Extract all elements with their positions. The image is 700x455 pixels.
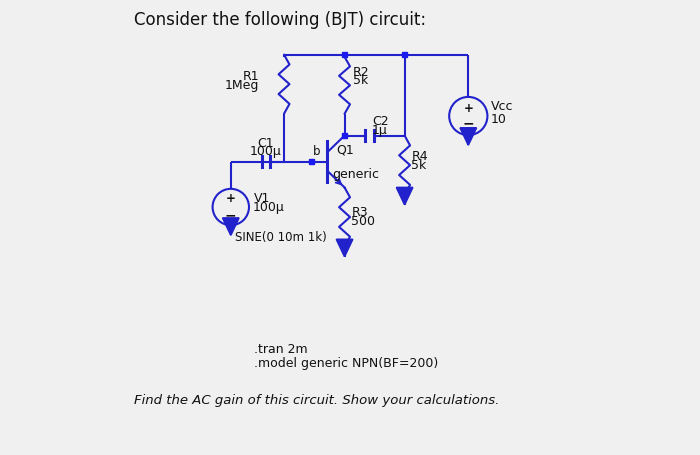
Bar bbox=[342, 52, 346, 57]
Text: Q1: Q1 bbox=[337, 144, 354, 157]
Text: R3: R3 bbox=[351, 206, 368, 219]
Text: Vcc: Vcc bbox=[491, 101, 514, 113]
Text: SINE(0 10m 1k): SINE(0 10m 1k) bbox=[235, 232, 327, 244]
Text: C2: C2 bbox=[372, 116, 389, 128]
Text: 10: 10 bbox=[491, 113, 507, 126]
Polygon shape bbox=[336, 239, 353, 257]
Text: 5k: 5k bbox=[412, 159, 427, 172]
Text: R2: R2 bbox=[353, 66, 370, 79]
Bar bbox=[342, 133, 346, 138]
Text: −: − bbox=[463, 116, 474, 130]
Bar bbox=[309, 159, 314, 164]
Text: 500: 500 bbox=[351, 215, 375, 228]
Text: C1: C1 bbox=[258, 137, 274, 150]
Text: −: − bbox=[225, 208, 237, 222]
Text: +: + bbox=[463, 102, 473, 115]
Text: 1Meg: 1Meg bbox=[225, 79, 259, 92]
Bar bbox=[402, 52, 407, 57]
Polygon shape bbox=[396, 187, 413, 205]
Text: b: b bbox=[313, 145, 321, 158]
Polygon shape bbox=[223, 218, 239, 235]
Text: R4: R4 bbox=[412, 150, 428, 162]
Text: R1: R1 bbox=[242, 70, 259, 83]
Text: generic: generic bbox=[332, 168, 379, 181]
Text: 100μ: 100μ bbox=[253, 202, 284, 214]
Text: Consider the following (BJT) circuit:: Consider the following (BJT) circuit: bbox=[134, 11, 426, 30]
Text: 1μ: 1μ bbox=[372, 124, 388, 136]
Text: +: + bbox=[226, 192, 236, 205]
Text: .tran 2m: .tran 2m bbox=[255, 343, 308, 356]
Text: Find the AC gain of this circuit. Show your calculations.: Find the AC gain of this circuit. Show y… bbox=[134, 394, 499, 407]
Polygon shape bbox=[460, 128, 477, 145]
Text: V1: V1 bbox=[253, 192, 270, 205]
Text: .model generic NPN(BF=200): .model generic NPN(BF=200) bbox=[255, 358, 439, 370]
Text: 100μ: 100μ bbox=[250, 145, 281, 158]
Text: 5k: 5k bbox=[353, 75, 368, 87]
